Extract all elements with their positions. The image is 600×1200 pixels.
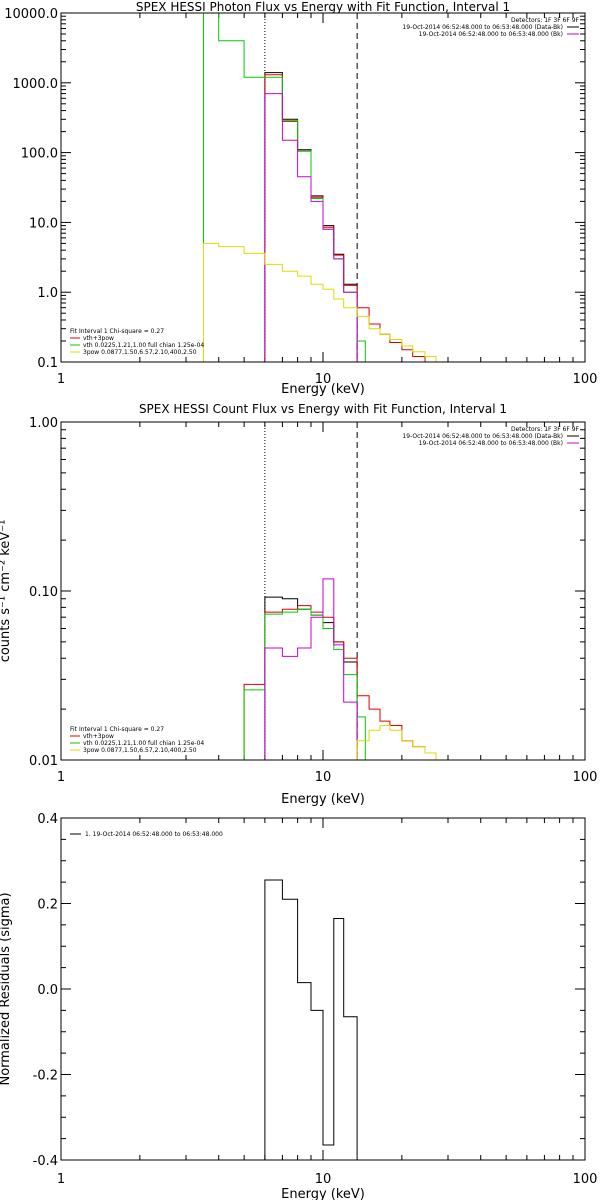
legend-entry: 3pow 0.0877,1.50,6.57,2.10,400,2.50 (83, 349, 197, 356)
plot-frame (60, 12, 586, 363)
series-line-4 (264, 578, 358, 760)
series-line-2 (264, 74, 437, 362)
x-tick-label: 100 (573, 1172, 598, 1187)
legend-entry: 19-Oct-2014 06:52:48.000 to 06:53:48.000… (419, 440, 563, 447)
x-tick-label: 100 (573, 372, 598, 387)
y-tick-label: 10000.0 (4, 7, 58, 22)
series-line-3 (203, 13, 366, 362)
legend-entry: 19-Oct-2014 06:52:48.000 to 06:53:48.000… (402, 24, 563, 31)
legend-entry: vth+3pow (83, 733, 114, 740)
x-tick-label: 100 (573, 770, 598, 785)
series-line-1 (264, 879, 358, 1160)
y-tick-label: 0.1 (37, 356, 58, 371)
panel-1: SPEX HESSI Photon Flux vs Energy with Fi… (4, 0, 597, 397)
series-line-3 (243, 608, 366, 760)
x-axis-label: Energy (keV) (281, 382, 365, 397)
legend-bottom: Fit Interval 1 Chi-square = 0.27vth+3pow… (70, 328, 204, 356)
legend-entry: Fit Interval 1 Chi-square = 0.27 (70, 726, 164, 733)
series-group (264, 879, 358, 1160)
x-tick-label: 1 (57, 372, 65, 387)
series-line-4 (264, 93, 358, 362)
y-tick-label: 0.10 (29, 585, 58, 600)
legend-entry: 19-Oct-2014 06:52:48.000 to 06:53:48.000… (402, 433, 563, 440)
y-tick-label: 0.4 (37, 812, 58, 827)
series-group (203, 13, 437, 362)
legend-entry: vth 0.0225,1.21,1.00 full chian 1.25e-04 (83, 740, 204, 747)
y-tick-label: 1000.0 (13, 77, 59, 92)
plot-frame (60, 817, 586, 1161)
x-minor-ticks (139, 13, 574, 362)
y-tick-label: 0.0 (37, 983, 58, 998)
panel-3: 1 10 100 -0.4 -0.2 0.0 0.2 0.4 Energy (keV) Norma… (0, 812, 597, 1200)
x-tick-label: 1 (57, 1172, 65, 1187)
y-tick-label: 10.0 (29, 216, 58, 231)
series-line-2 (243, 605, 437, 760)
series-line-1 (264, 72, 358, 362)
chart-title: SPEX HESSI Count Flux vs Energy with Fit… (139, 402, 507, 416)
x-tick-label: 10 (315, 770, 332, 785)
x-minor-ticks (139, 422, 574, 760)
x-tick-label: 10 (315, 372, 332, 387)
legend-entry: 3pow 0.0877,1.50,6.57,2.10,400,2.50 (83, 747, 197, 754)
y-axis-label: Normalized Residuals (sigma) (0, 892, 13, 1085)
legend-entry: vth 0.0225,1.21,1.00 full chian 1.25e-04 (83, 342, 204, 349)
x-tick-label: 10 (315, 1172, 332, 1187)
x-minor-ticks (139, 818, 574, 1160)
y-tick-label: 0.2 (37, 898, 58, 913)
y-tick-label: 1.0 (37, 286, 58, 301)
legend-top: 1. 19-Oct-2014 06:52:48.000 to 06:53:48.… (70, 831, 223, 838)
legend-entry: Fit Interval 1 Chi-square = 0.27 (70, 328, 164, 335)
x-axis-label: Energy (keV) (281, 1187, 365, 1200)
legend-entry: vth+3pow (83, 335, 114, 342)
y-tick-label: 0.01 (29, 754, 58, 769)
chart-title: SPEX HESSI Photon Flux vs Energy with Fi… (136, 0, 510, 14)
plot-frame (60, 421, 586, 761)
series-line-5 (356, 725, 437, 760)
legend-bottom: Fit Interval 1 Chi-square = 0.27vth+3pow… (70, 726, 204, 754)
legend-entry: 19-Oct-2014 06:52:48.000 to 06:53:48.000… (419, 31, 563, 38)
series-line-5 (203, 242, 437, 362)
legend-entry: Detectors: 1F 3F 6F 9F (511, 426, 580, 433)
y-tick-label: 100.0 (21, 147, 58, 162)
y-minor-ticks (61, 15, 585, 342)
y-axis-label: counts s⁻¹ cm⁻² keV⁻¹ (0, 520, 13, 663)
y-tick-label: 1.00 (29, 416, 58, 431)
legend-entry: Detectors: 1F 3F 6F 9F (511, 17, 580, 24)
legend-entry: 1. 19-Oct-2014 06:52:48.000 to 06:53:48.… (85, 831, 223, 838)
y-minor-ticks (61, 429, 585, 710)
x-tick-label: 1 (57, 770, 65, 785)
y-tick-label: -0.2 (33, 1069, 58, 1084)
series-group (243, 578, 437, 760)
y-tick-label: -0.4 (33, 1154, 58, 1169)
panel-2: SPEX HESSI Count Flux vs Energy with Fit… (0, 402, 598, 807)
x-axis-label: Energy (keV) (281, 792, 365, 807)
